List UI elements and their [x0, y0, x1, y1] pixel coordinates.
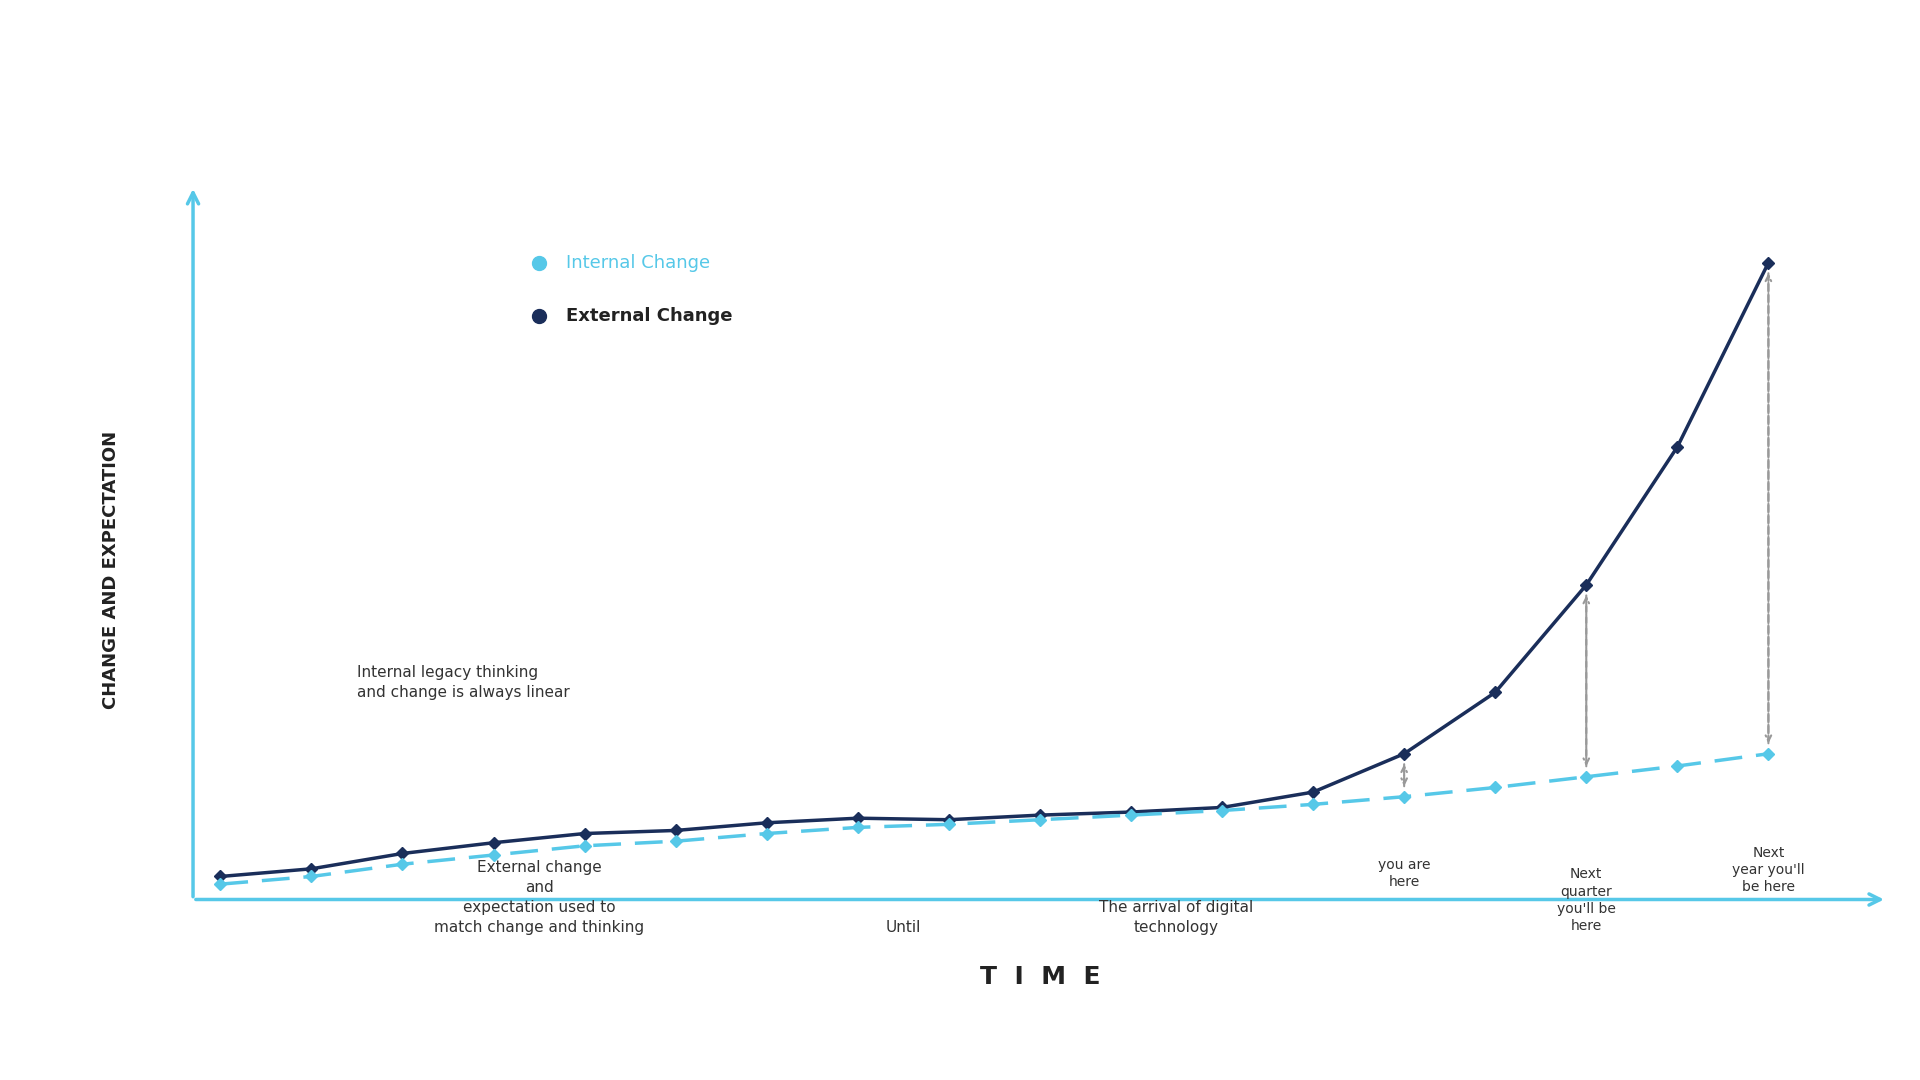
Text: T  I  M  E: T I M E — [979, 966, 1100, 989]
Text: Internal Change: Internal Change — [566, 254, 710, 272]
Text: Until: Until — [885, 920, 922, 935]
Text: Next
quarter
you'll be
here: Next quarter you'll be here — [1557, 867, 1617, 933]
Text: Next
year you'll
be here: Next year you'll be here — [1732, 846, 1805, 894]
Text: CHANGE AND EXPECTATION: CHANGE AND EXPECTATION — [102, 431, 121, 708]
Text: The arrival of digital
technology: The arrival of digital technology — [1100, 900, 1254, 935]
Text: you are
here: you are here — [1379, 859, 1430, 889]
Text: Internal vs External Change.: Internal vs External Change. — [603, 59, 1317, 103]
Text: External Change: External Change — [566, 308, 733, 325]
Text: Internal legacy thinking
and change is always linear: Internal legacy thinking and change is a… — [357, 665, 570, 700]
Text: External change
and
expectation used to
match change and thinking: External change and expectation used to … — [434, 861, 643, 935]
